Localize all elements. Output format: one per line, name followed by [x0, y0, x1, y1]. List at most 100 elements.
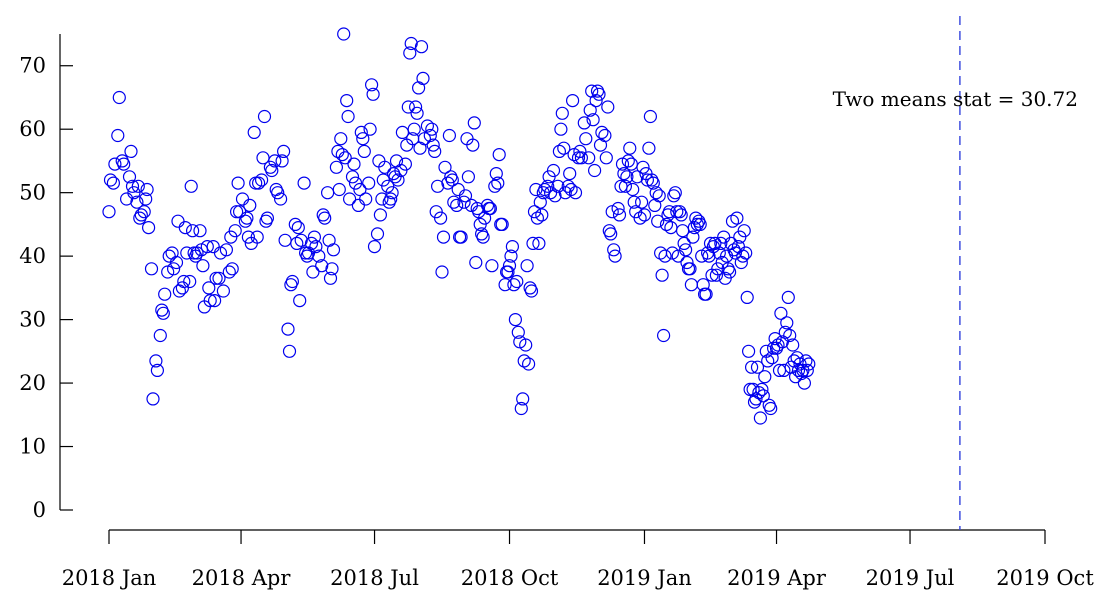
- data-point: [225, 262, 239, 276]
- data-point: [146, 392, 160, 406]
- data-point: [315, 259, 329, 273]
- data-point: [304, 236, 319, 250]
- data-point: [586, 113, 600, 127]
- data-point: [642, 141, 656, 155]
- data-point: [409, 100, 423, 114]
- data-point: [193, 224, 207, 238]
- data-point: [563, 167, 577, 181]
- data-point: [766, 341, 781, 355]
- data-point: [659, 217, 674, 231]
- data-point: [495, 217, 509, 231]
- data-point: [384, 192, 398, 206]
- data-point: [492, 148, 506, 162]
- data-point: [247, 125, 261, 139]
- data-point: [652, 189, 666, 203]
- data-point: [345, 170, 360, 184]
- data-point: [740, 290, 754, 304]
- data-point: [571, 151, 586, 165]
- data-point: [791, 363, 806, 377]
- data-point: [375, 192, 389, 206]
- data-point: [488, 179, 502, 193]
- data-point: [617, 167, 631, 181]
- data-point: [307, 230, 321, 244]
- data-point: [209, 271, 223, 285]
- data-point: [709, 268, 724, 282]
- data-point: [466, 138, 480, 152]
- data-point: [337, 27, 351, 41]
- data-point: [633, 211, 647, 225]
- data-point: [142, 221, 156, 235]
- data-point: [737, 224, 751, 238]
- data-point: [351, 198, 365, 212]
- data-point: [552, 144, 567, 158]
- data-point: [260, 211, 274, 225]
- data-point: [450, 198, 464, 212]
- data-point: [370, 227, 385, 241]
- data-point: [599, 151, 613, 165]
- data-point: [265, 163, 279, 178]
- data-point: [219, 243, 233, 257]
- data-point: [514, 401, 528, 416]
- data-point: [323, 271, 338, 285]
- data-point: [203, 294, 217, 308]
- data-point: [391, 173, 405, 187]
- data-point: [124, 144, 138, 158]
- data-point: [501, 265, 515, 279]
- data-point: [275, 154, 289, 168]
- data-points: [102, 27, 816, 425]
- data-point: [618, 179, 633, 193]
- data-point: [240, 211, 254, 225]
- data-point: [325, 262, 339, 276]
- data-point: [309, 240, 323, 254]
- data-point: [607, 243, 621, 257]
- data-point: [521, 357, 536, 371]
- data-point: [555, 106, 569, 120]
- data-point: [447, 195, 461, 209]
- data-point: [627, 195, 641, 209]
- data-point: [670, 205, 684, 219]
- data-point: [435, 265, 449, 279]
- data-point: [777, 363, 791, 377]
- data-point: [335, 148, 349, 162]
- data-point: [356, 132, 370, 146]
- y-tick-label: 40: [19, 244, 46, 268]
- data-point: [662, 205, 677, 219]
- data-point: [438, 160, 452, 174]
- data-point: [255, 173, 269, 187]
- data-point: [257, 109, 272, 124]
- data-point: [533, 195, 547, 209]
- data-point: [150, 363, 164, 377]
- data-point: [290, 236, 304, 250]
- data-point: [362, 176, 376, 190]
- data-point: [271, 186, 285, 200]
- data-point: [235, 192, 250, 206]
- data-point: [340, 93, 354, 108]
- x-ticks: 2018 Jan 2018 Apr 2018 Jul 2018 Oct 2019 Jan…: [62, 530, 1094, 590]
- data-point: [611, 201, 625, 216]
- data-point: [623, 141, 637, 155]
- data-point: [458, 189, 473, 203]
- data-point: [395, 125, 409, 139]
- data-point: [649, 186, 663, 200]
- data-point: [326, 243, 341, 257]
- data-point: [507, 278, 521, 292]
- data-point: [677, 236, 691, 250]
- data-point: [741, 344, 756, 358]
- data-point: [548, 189, 562, 203]
- y-tick-label: 60: [19, 117, 46, 141]
- data-point: [749, 392, 763, 406]
- data-point: [282, 344, 297, 358]
- data-point: [153, 328, 167, 343]
- data-point: [111, 128, 125, 143]
- data-point: [366, 87, 380, 101]
- data-point: [426, 138, 440, 152]
- data-point: [274, 192, 288, 206]
- data-point: [208, 294, 222, 308]
- data-point: [103, 173, 118, 187]
- data-point: [420, 119, 434, 133]
- data-point: [621, 154, 635, 168]
- data-point: [476, 230, 490, 244]
- data-point: [646, 176, 660, 190]
- data-point: [781, 290, 795, 304]
